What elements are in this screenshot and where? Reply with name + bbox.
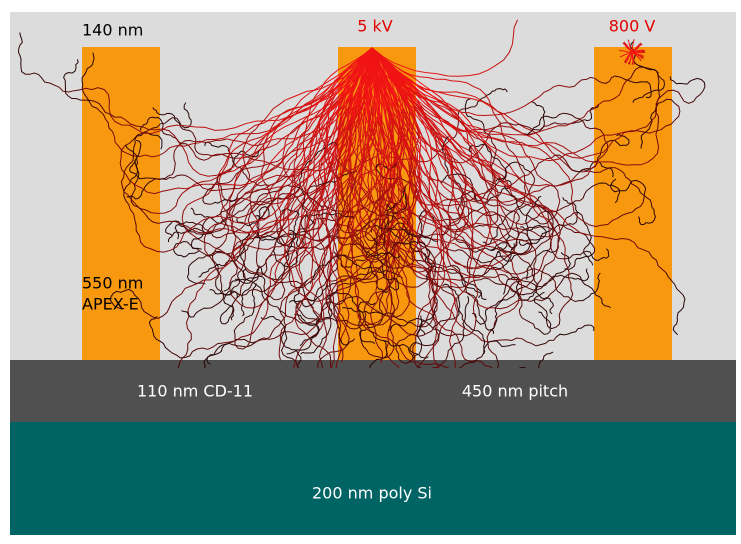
electron-path [625, 60, 626, 63]
label: 800 V [609, 17, 656, 36]
substrate-band [10, 422, 736, 535]
label: 200 nm poly Si [312, 484, 432, 503]
label: APEX-E [82, 295, 139, 314]
label: 450 nm pitch [462, 382, 568, 401]
label: 110 nm CD-11 [137, 382, 253, 401]
electron-path [629, 62, 630, 65]
label: 550 nm [82, 274, 143, 293]
underlayer-band [10, 360, 736, 422]
resist-line [594, 47, 672, 360]
label: 140 nm [82, 21, 143, 40]
electron-path [634, 39, 635, 42]
simulation-diagram: 140 nm 5 kV 800 V 550 nm APEX-E 110 nm C… [0, 0, 741, 540]
label: 5 kV [357, 17, 393, 36]
electron-path [632, 62, 633, 65]
